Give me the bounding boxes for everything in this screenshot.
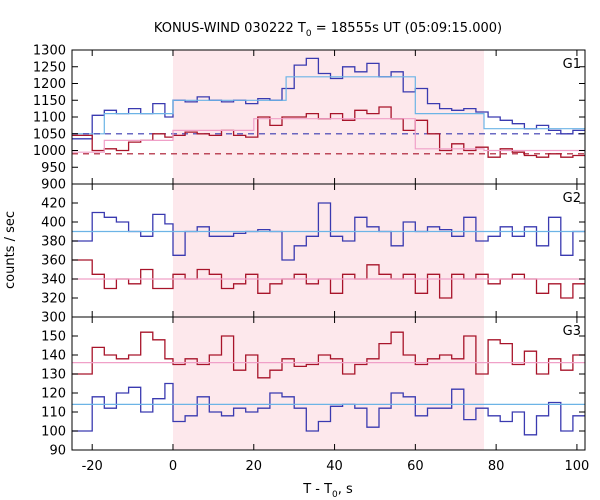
series-fit-lightblue-1 — [72, 76, 585, 135]
chart-title: KONUS-WIND 030222 T0 = 18555s UT (05:09:… — [154, 21, 502, 39]
y-tick-label: 100 — [41, 425, 66, 440]
y-tick-label: 320 — [41, 292, 66, 307]
y-tick-label: 1250 — [33, 60, 66, 75]
series-data-blue-0 — [72, 382, 585, 436]
y-tick-label: 340 — [41, 273, 66, 288]
y-tick-label: 360 — [41, 254, 66, 269]
series-data-red-2 — [72, 259, 585, 299]
y-tick-label: 400 — [41, 216, 66, 231]
series-data-red-3 — [72, 106, 585, 158]
y-tick-label: 120 — [41, 387, 66, 402]
shaded-interval — [172, 184, 485, 317]
x-tick-label: 80 — [488, 459, 505, 474]
panels: 9009501000105011001150120012501300G13003… — [33, 44, 589, 475]
y-tick-label: 1100 — [33, 111, 66, 126]
series-data-red-2 — [72, 331, 585, 379]
y-tick-label: 150 — [41, 330, 66, 345]
panel-label: G3 — [563, 324, 581, 339]
x-tick-label: 20 — [245, 459, 262, 474]
y-tick-label: 1050 — [33, 127, 66, 142]
y-tick-label: 130 — [41, 368, 66, 383]
y-tick-label: 1300 — [33, 44, 66, 59]
shaded-interval — [172, 50, 485, 184]
y-axis-label: counts / sec — [3, 211, 18, 289]
y-tick-label: 900 — [41, 178, 66, 193]
y-tick-label: 1200 — [33, 77, 66, 92]
panel-g2: 300 320 340 360 380 400 420 G2 — [41, 183, 586, 326]
shaded-interval — [172, 317, 485, 450]
x-tick-label: 60 — [407, 459, 424, 474]
y-tick-label: 300 — [41, 311, 66, 326]
x-tick-label: 0 — [169, 459, 177, 474]
y-tick-label: 380 — [41, 235, 66, 250]
panel-g3: 90 100 110 120 130 140 150 -20 0 20 40 60 80 100 G3 — [41, 316, 590, 474]
series-data-blue-0 — [72, 202, 585, 261]
y-tick-label: 140 — [41, 349, 66, 364]
series-data-blue-0 — [72, 57, 585, 140]
x-axis-label: T - T0, s — [302, 482, 353, 500]
y-tick-label: 1000 — [33, 144, 66, 159]
x-tick-label: 40 — [326, 459, 343, 474]
y-tick-label: 1150 — [33, 94, 66, 109]
panel-frame — [71, 316, 586, 451]
x-tick-label: -20 — [82, 459, 103, 474]
panel-label: G2 — [563, 191, 581, 206]
x-tick-label: 100 — [565, 459, 590, 474]
y-tick-label: 950 — [41, 161, 66, 176]
y-tick-label: 110 — [41, 406, 66, 421]
y-tick-label: 420 — [41, 197, 66, 212]
y-tick-label: 90 — [49, 444, 66, 459]
series-fit-pink-4 — [72, 118, 585, 153]
panel-label: G1 — [563, 57, 581, 72]
